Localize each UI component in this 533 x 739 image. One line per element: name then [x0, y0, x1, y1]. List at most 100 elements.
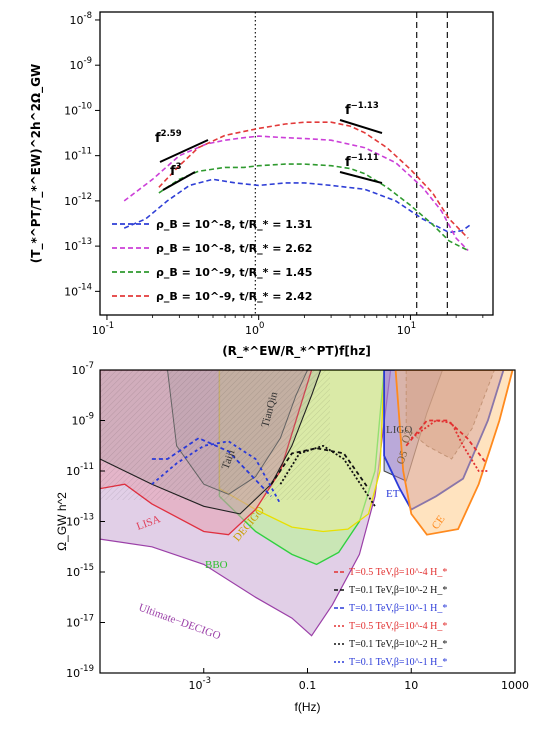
- top-ytick-label-exp: -14: [78, 282, 92, 292]
- top-ytick-label-exp: -12: [78, 192, 92, 202]
- top-ytick-label: 10-10: [64, 101, 92, 117]
- top-xtick-label-base: 10: [92, 324, 106, 337]
- bottom-xtick-label: 10: [404, 679, 418, 692]
- top-ytick-label-base: 10: [64, 104, 78, 117]
- top-slope-label-3-base: f: [345, 155, 351, 170]
- top-slope-line-3: [339, 171, 383, 184]
- top-slope-label-3: f−1.11: [345, 153, 379, 170]
- top-ytick-label: 10-9: [70, 56, 92, 72]
- top-ytick-label-exp: -13: [78, 237, 92, 247]
- bottom-legend-label-4: T=0.1 TeV,β=10^-2 H_*: [349, 639, 447, 650]
- top-ytick-label-base: 10: [70, 14, 84, 27]
- top-ytick-label: 10-8: [70, 11, 92, 27]
- top-legend-label-2: ρ_B = 10^-9, t/R_* = 1.45: [156, 266, 312, 279]
- top-xtick-label-exp: 0: [259, 321, 264, 331]
- bottom-ytick-label: 10-13: [66, 513, 94, 529]
- bottom-ytick-label-exp: -13: [80, 513, 94, 523]
- region-label-7: O2: [400, 428, 416, 445]
- top-ytick-label-exp: -8: [84, 11, 92, 21]
- spectrum-curve-1: [151, 437, 272, 497]
- top-xtick-label: 101: [397, 321, 416, 337]
- top-series-line-1: [123, 135, 469, 252]
- top-ytick-label-exp: -9: [84, 56, 92, 66]
- region-label-9: ET: [386, 488, 400, 500]
- bottom-ytick-label: 10-9: [72, 412, 94, 428]
- bottom-ytick-label: 10-19: [66, 664, 94, 680]
- bottom-legend-label-1: T=0.1 TeV,β=10^-2 H_*: [349, 585, 447, 596]
- top-legend-label-3: ρ_B = 10^-9, t/R_* = 2.42: [156, 290, 312, 303]
- bottom-ytick-label-exp: -7: [86, 361, 94, 371]
- top-xtick-label-exp: -1: [106, 321, 114, 331]
- bottom-xtick-label: 10-3: [189, 676, 211, 692]
- top-slope-label-0: f2.59: [155, 129, 182, 146]
- bottom-ytick-label-exp: -15: [80, 563, 94, 573]
- region-et: [383, 370, 505, 511]
- top-series-line-3: [158, 121, 469, 239]
- bottom-xtick-label: 0.1: [299, 679, 317, 692]
- top-ytick-label-exp: -10: [78, 101, 92, 111]
- spectrum-curve-4: [410, 419, 488, 472]
- region-ce: [394, 370, 514, 536]
- top-slope-label-3-exp: −1.11: [351, 153, 379, 163]
- spectrum-curve-2: [279, 444, 376, 507]
- top-x-axis-label: (R_*^EW/R_*^PT)f[hz]: [222, 344, 371, 359]
- top-vlines: [254, 12, 448, 315]
- region-label-4: BBO: [205, 559, 228, 571]
- top-ytick-label-base: 10: [64, 240, 78, 253]
- bottom-ytick-label-base: 10: [66, 667, 80, 680]
- bottom-ytick-label: 10-17: [66, 614, 94, 630]
- top-xtick-label: 100: [245, 321, 264, 337]
- bottom-regions: [100, 370, 514, 637]
- bottom-ytick-label-base: 10: [72, 364, 86, 377]
- top-slope-label-2: f−1.13: [345, 101, 379, 118]
- top-y-axis-label: (T_*^PT/T_*^EW)^2h^2Ω_GW: [29, 64, 44, 263]
- bottom-ytick-label-base: 10: [66, 617, 80, 630]
- spectrum-curve-3: [270, 447, 370, 490]
- bottom-ytick-label-base: 10: [72, 415, 86, 428]
- top-xtick-label-exp: 1: [411, 321, 416, 331]
- top-ytick-label: 10-12: [64, 192, 92, 208]
- top-slope-label-0-base: f: [155, 131, 161, 146]
- bottom-legend-label-2: T=0.1 TeV,β=10^-1 H_*: [349, 603, 447, 614]
- top-ytick-label-base: 10: [64, 285, 78, 298]
- top-xtick-label-base: 10: [397, 324, 411, 337]
- top-legend-label-0: ρ_B = 10^-8, t/R_* = 1.31: [156, 218, 312, 231]
- bottom-legend: T=0.5 TeV,β=10^-4 H_* T=0.1 TeV,β=10^-2 H…: [334, 567, 447, 668]
- spectrum-curve-5: [405, 419, 488, 464]
- top-series-line-2: [158, 163, 469, 252]
- top-ytick-label-exp: -11: [78, 147, 92, 157]
- top-ytick-label: 10-13: [64, 237, 92, 253]
- top-ytick-label: 10-11: [64, 147, 92, 163]
- bottom-legend-label-3: T=0.5 TeV,β=10^-4 H_*: [349, 621, 447, 632]
- top-series: [123, 121, 472, 252]
- bottom-ytick-label-exp: -17: [80, 614, 94, 624]
- top-slope-label-2-exp: −1.13: [351, 101, 379, 111]
- bottom-ytick-label: 10-11: [66, 462, 94, 478]
- bottom-ytick-label: 10-7: [72, 361, 94, 377]
- top-ytick-label-base: 10: [64, 150, 78, 163]
- bottom-xtick-label-base: 10: [189, 679, 203, 692]
- bottom-ytick-label-exp: -9: [86, 412, 94, 422]
- top-ytick-label-base: 10: [70, 59, 84, 72]
- bottom-legend-label-0: T=0.5 TeV,β=10^-4 H_*: [349, 567, 447, 578]
- top-slope-line-0: [159, 139, 209, 163]
- top-series-line-0: [123, 178, 472, 234]
- bottom-ytick-label-exp: -11: [80, 462, 94, 472]
- top-plot-frame: [99, 11, 494, 316]
- bottom-xtick-label-exp: -3: [203, 676, 211, 686]
- top-slope-label-0-exp: 2.59: [161, 129, 182, 139]
- region-label-8: O5: [395, 449, 411, 466]
- bottom-legend-label-5: T=0.1 TeV,β=10^-1 H_*: [349, 657, 447, 668]
- region-label-6: LIGO: [386, 424, 412, 436]
- top-xtick-label-base: 10: [245, 324, 259, 337]
- bottom-ytick-label-base: 10: [66, 516, 80, 529]
- bottom-ytick-label: 10-15: [66, 563, 94, 579]
- region-label-5: Ultimate−DECIGO: [137, 602, 222, 643]
- top-xtick-label: 10-1: [92, 321, 114, 337]
- top-slope-label-1: f3: [170, 162, 182, 179]
- top-slope-line-1: [162, 171, 196, 191]
- bottom-ytick-label-base: 10: [66, 566, 80, 579]
- bottom-ytick-label-base: 10: [66, 465, 80, 478]
